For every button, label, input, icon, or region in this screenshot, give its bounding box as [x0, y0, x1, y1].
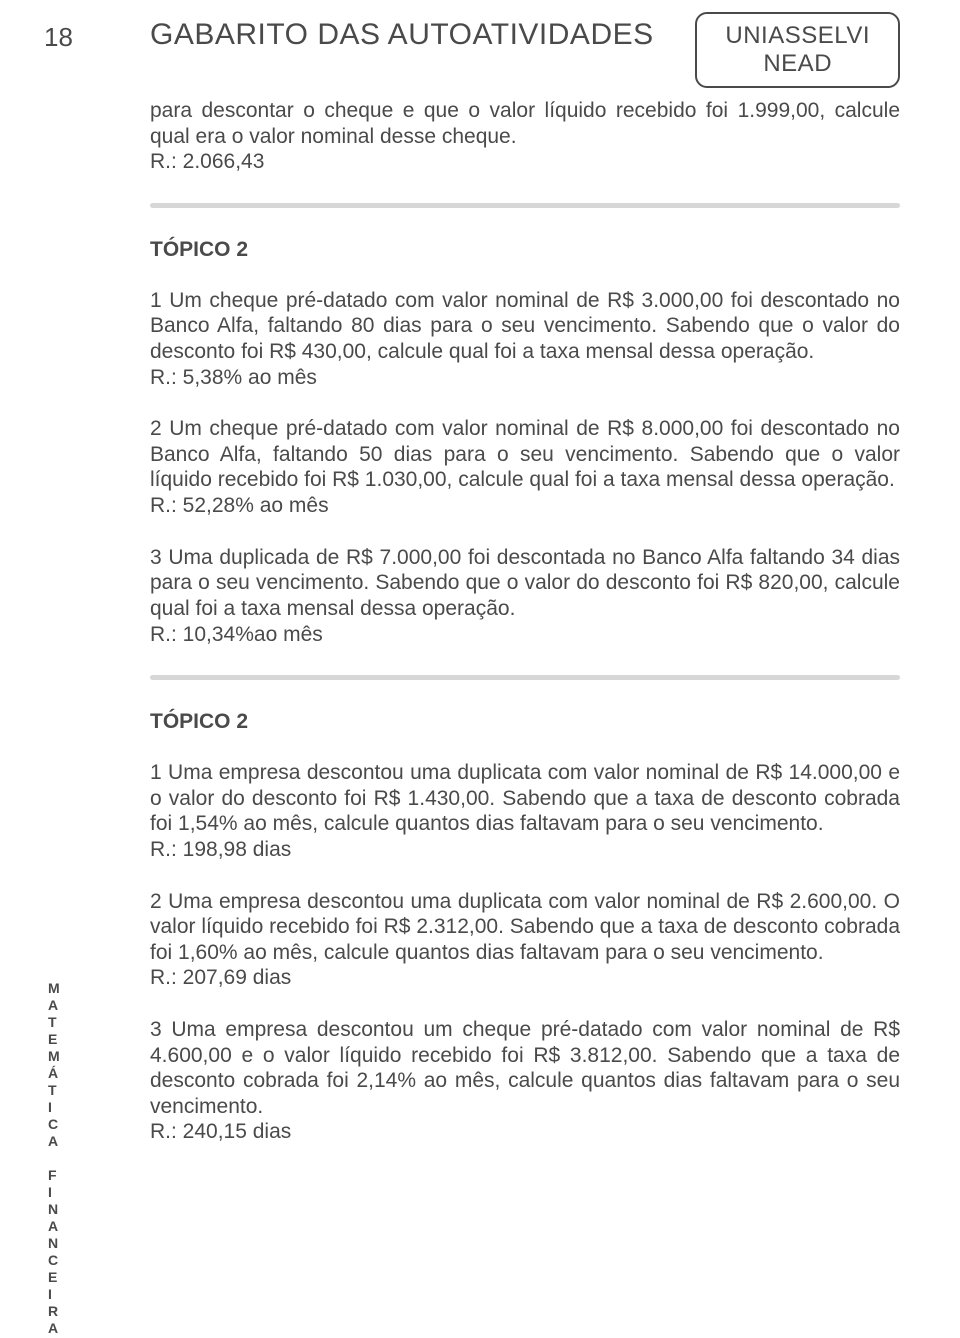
side-label-char: E: [48, 1269, 60, 1286]
qa-block: 2 Um cheque pré-datado com valor nominal…: [150, 416, 900, 518]
brand-bottom: NEAD: [725, 50, 870, 78]
side-label-char: I: [48, 1286, 60, 1303]
side-label-char: C: [48, 1116, 60, 1133]
question-text: 1 Uma empresa descontou uma duplicata co…: [150, 760, 900, 837]
side-label-char: I: [48, 1184, 60, 1201]
side-label-char: T: [48, 1082, 60, 1099]
side-label-char: R: [48, 1303, 60, 1320]
side-label-char: A: [48, 1133, 60, 1150]
side-label-char: M: [48, 980, 60, 997]
question-answer: R.: 207,69 dias: [150, 965, 900, 991]
side-label-char: [48, 1150, 60, 1167]
question-text: 1 Um cheque pré-datado com valor nominal…: [150, 288, 900, 365]
section-divider: [150, 675, 900, 680]
side-label-char: C: [48, 1252, 60, 1269]
side-label-char: Á: [48, 1065, 60, 1082]
qa-block: 2 Uma empresa descontou uma duplicata co…: [150, 889, 900, 991]
topic-heading-2: TÓPICO 2: [150, 710, 900, 734]
header-title: GABARITO DAS AUTOATIVIDADES: [150, 18, 654, 52]
question-text: 3 Uma duplicada de R$ 7.000,00 foi desco…: [150, 545, 900, 622]
side-label-char: M: [48, 1048, 60, 1065]
intro-text: para descontar o cheque e que o valor lí…: [150, 98, 900, 149]
question-answer: R.: 240,15 dias: [150, 1119, 900, 1145]
side-label-char: T: [48, 1014, 60, 1031]
question-answer: R.: 52,28% ao mês: [150, 493, 900, 519]
side-vertical-label: MATEMÁTICAFINANCEIRA: [48, 980, 60, 1337]
question-answer: R.: 198,98 dias: [150, 837, 900, 863]
qa-block: 1 Uma empresa descontou uma duplicata co…: [150, 760, 900, 862]
side-label-char: N: [48, 1201, 60, 1218]
section-divider: [150, 203, 900, 208]
question-answer: R.: 5,38% ao mês: [150, 365, 900, 391]
intro-block: para descontar o cheque e que o valor lí…: [150, 98, 900, 175]
side-label-char: E: [48, 1031, 60, 1048]
side-label-char: I: [48, 1099, 60, 1116]
qa-block: 1 Um cheque pré-datado com valor nominal…: [150, 288, 900, 390]
side-label-char: F: [48, 1167, 60, 1184]
side-label-char: A: [48, 997, 60, 1014]
question-text: 3 Uma empresa descontou um cheque pré-da…: [150, 1017, 900, 1119]
side-label-char: N: [48, 1235, 60, 1252]
main-content: para descontar o cheque e que o valor lí…: [150, 98, 900, 1145]
question-text: 2 Um cheque pré-datado com valor nominal…: [150, 416, 900, 493]
page-number: 18: [44, 22, 73, 53]
qa-block: 3 Uma empresa descontou um cheque pré-da…: [150, 1017, 900, 1145]
side-label-char: A: [48, 1320, 60, 1337]
qa-block: 3 Uma duplicada de R$ 7.000,00 foi desco…: [150, 545, 900, 647]
brand-top: UNIASSELVI: [725, 22, 870, 50]
question-text: 2 Uma empresa descontou uma duplicata co…: [150, 889, 900, 966]
brand-box: UNIASSELVI NEAD: [695, 12, 900, 88]
topic-heading-1: TÓPICO 2: [150, 238, 900, 262]
side-label-char: A: [48, 1218, 60, 1235]
question-answer: R.: 10,34%ao mês: [150, 622, 900, 648]
intro-answer: R.: 2.066,43: [150, 149, 900, 175]
